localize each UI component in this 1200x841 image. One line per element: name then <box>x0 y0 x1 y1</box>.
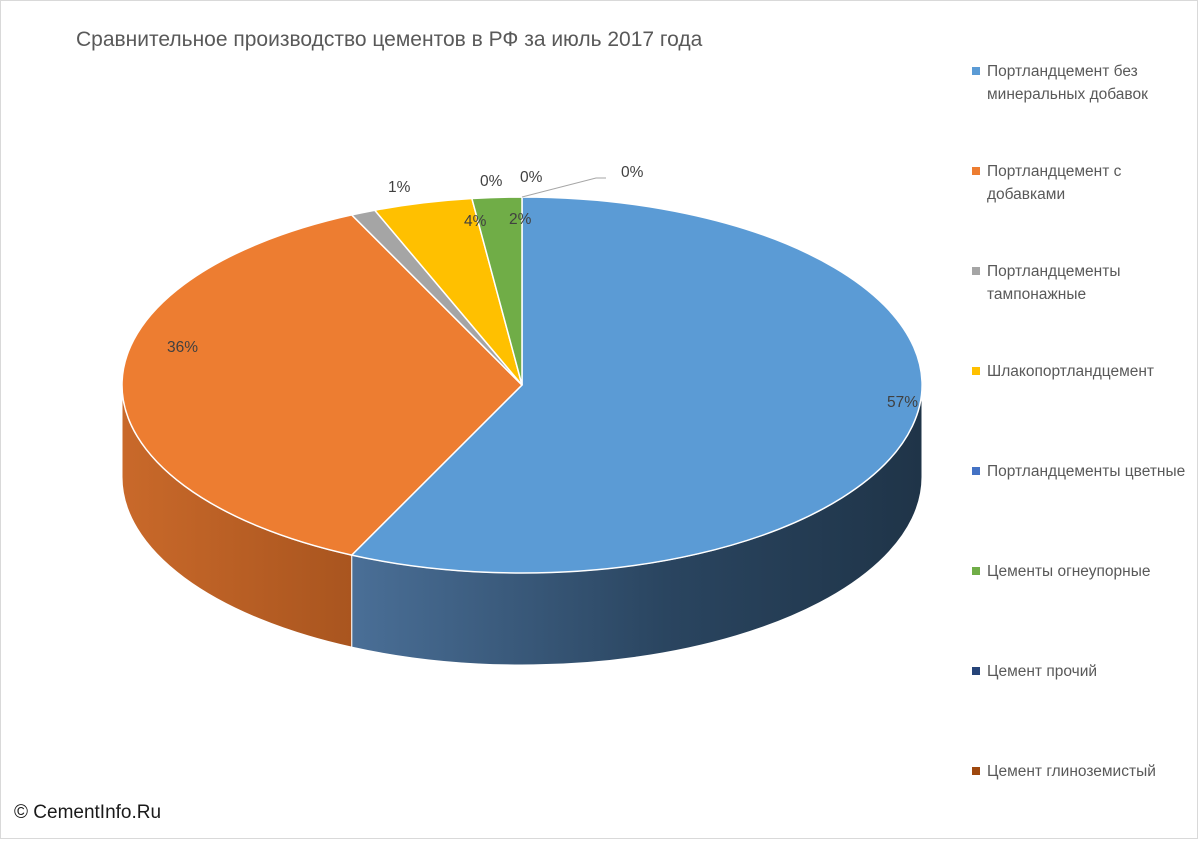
data-label-7: 0% <box>520 169 543 186</box>
legend-swatch <box>972 767 980 775</box>
legend-label: Цемент глиноземистый <box>987 763 1156 780</box>
chart-title: Сравнительное производство цементов в РФ… <box>76 28 703 51</box>
legend-swatch <box>972 367 980 375</box>
pie-tops <box>121 196 923 574</box>
legend-label: Портландцементы тампонажные <box>987 263 1121 303</box>
legend-swatch <box>972 267 980 275</box>
legend-swatch <box>972 167 980 175</box>
legend-label: Портландцементы цветные <box>987 463 1186 480</box>
legend-item-2: Портландцемент с добавками <box>972 160 1192 206</box>
copyright-credit: © CementInfo.Ru <box>14 802 162 823</box>
legend-swatch <box>972 67 980 75</box>
legend-label: Портландцемент с добавками <box>987 163 1122 203</box>
pie-slice-2 <box>121 214 524 556</box>
legend-swatch <box>972 667 980 675</box>
data-label-8: 0% <box>621 164 644 181</box>
data-labels: 57% 36% 1% 4% 0% 2% 0% 0% <box>167 164 918 411</box>
legend-swatch <box>972 467 980 475</box>
legend-item-3: Портландцементы тампонажные <box>972 260 1192 306</box>
legend-item-6: Цементы огнеупорные <box>972 560 1192 583</box>
legend-label: Шлакопортландцемент <box>987 363 1155 380</box>
legend-item-4: Шлакопортландцемент <box>972 360 1192 383</box>
legend-swatch <box>972 567 980 575</box>
legend-item-1: Портландцемент без минеральных добавок <box>972 60 1192 106</box>
data-label-4: 4% <box>464 213 487 230</box>
pie-slice-6 <box>470 196 523 386</box>
legend-label: Портландцемент без минеральных добавок <box>987 63 1148 103</box>
data-label-1: 57% <box>887 394 918 411</box>
pie-slice-1 <box>350 196 923 574</box>
data-label-6: 2% <box>509 211 532 228</box>
data-label-5: 0% <box>480 173 503 190</box>
legend-item-8: Цемент глиноземистый <box>972 760 1192 783</box>
legend-label: Цемент прочий <box>987 663 1098 680</box>
legend-item-7: Цемент прочий <box>972 660 1192 683</box>
data-label-2: 36% <box>167 339 198 356</box>
data-label-3: 1% <box>388 179 411 196</box>
leader-line <box>521 177 606 198</box>
legend-item-5: Портландцементы цветные <box>972 460 1192 483</box>
legend-label: Цементы огнеупорные <box>987 563 1151 580</box>
